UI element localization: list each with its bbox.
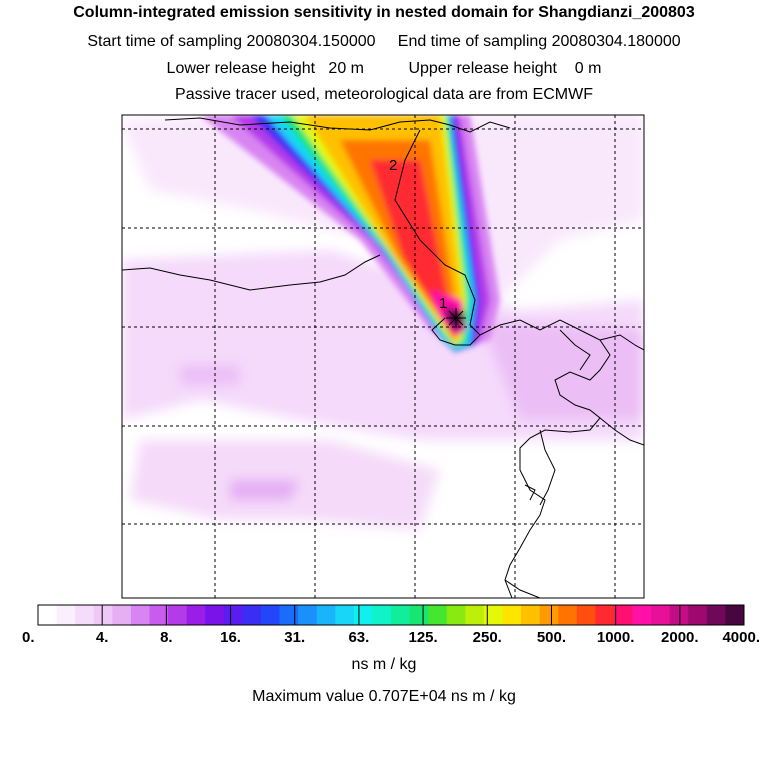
colorbar-tick-label: 0. xyxy=(22,629,35,646)
map-frame xyxy=(121,114,645,599)
colorbar-cell xyxy=(112,605,132,625)
sampling-times: Start time of sampling 20080304.150000 E… xyxy=(87,33,681,50)
colorbar-cell xyxy=(539,605,559,625)
colorbar-cell xyxy=(223,605,243,625)
release-heights: Lower release height 20 m Upper release … xyxy=(166,60,602,77)
map-grid xyxy=(122,115,644,598)
marker-label-2: 2 xyxy=(389,157,397,174)
colorbar-cell xyxy=(335,605,355,625)
colorbar xyxy=(37,604,745,626)
colorbar-cell xyxy=(651,605,671,625)
colorbar-cell xyxy=(706,605,726,625)
colorbar-cell xyxy=(725,605,745,625)
colorbar-cell xyxy=(168,605,188,625)
colorbar-cell xyxy=(56,605,76,625)
colorbar-cell xyxy=(669,605,689,625)
colorbar-cell xyxy=(316,605,336,625)
colorbar-cell xyxy=(260,605,281,625)
colorbar-cell xyxy=(93,605,113,625)
plume-core xyxy=(200,115,500,352)
colorbar-cell xyxy=(353,605,373,625)
colorbar-cell xyxy=(465,605,485,625)
colorbar-tick-label: 1000. xyxy=(597,629,635,646)
receptor-marker xyxy=(446,308,466,328)
colorbar-cell xyxy=(576,605,596,625)
colorbar-tick-label: 16. xyxy=(220,629,241,646)
colorbar-cell xyxy=(38,605,58,625)
colorbar-cell xyxy=(298,605,318,625)
colorbar-cell xyxy=(186,605,206,625)
colorbar-cell xyxy=(446,605,466,625)
tracer-info: Passive tracer used, meteorological data… xyxy=(175,86,593,103)
colorbar-ticks: 0. 4. 8. 16. 31. 63. 125. 250. 500. 1000. 2000. 400… xyxy=(22,605,760,646)
colorbar-tick-label: 4. xyxy=(96,629,109,646)
coastlines xyxy=(122,117,644,598)
colorbar-cell xyxy=(595,605,615,625)
colorbar-tick-label: 8. xyxy=(160,629,173,646)
colorbar-cell xyxy=(279,605,299,625)
colorbar-cell xyxy=(242,605,262,625)
colorbar-tick-label: 500. xyxy=(537,629,566,646)
colorbar-cell xyxy=(688,605,708,625)
colorbar-cell xyxy=(558,605,578,625)
colorbar-cell xyxy=(391,605,411,625)
colorbar-tick-label: 125. xyxy=(408,629,437,646)
colorbar-cell xyxy=(521,605,541,625)
colorbar-cell xyxy=(149,605,169,625)
colorbar-cell xyxy=(372,605,392,625)
colorbar-cell xyxy=(409,605,429,625)
colorbar-cell xyxy=(483,605,503,625)
colorbar-tick-label: 250. xyxy=(473,629,502,646)
colorbar-tick-label: 4000. xyxy=(722,629,760,646)
chart-title: Column-integrated emission sensitivity i… xyxy=(73,4,695,21)
colorbar-cell xyxy=(613,605,634,625)
colorbar-units: ns m / kg xyxy=(351,656,417,673)
colorbar-cell xyxy=(502,605,522,625)
colorbar-tick-label: 2000. xyxy=(661,629,699,646)
colorbar-tick-label: 63. xyxy=(348,629,369,646)
marker-label-1: 1 xyxy=(439,295,447,312)
colorbar-tick-label: 31. xyxy=(284,629,305,646)
colorbar-cell xyxy=(205,605,225,625)
colorbar-cell xyxy=(428,605,448,625)
sensitivity-map: 1 2 0. 4. 8. 16. 31. 63. 125. 250. 500. 1000. 2000… xyxy=(22,114,760,646)
plume-layers xyxy=(122,115,644,530)
max-value-label: Maximum value 0.707E+04 ns m / kg xyxy=(252,688,516,705)
colorbar-cell xyxy=(130,605,150,625)
colorbar-cell xyxy=(632,605,652,625)
colorbar-cell xyxy=(75,605,95,625)
